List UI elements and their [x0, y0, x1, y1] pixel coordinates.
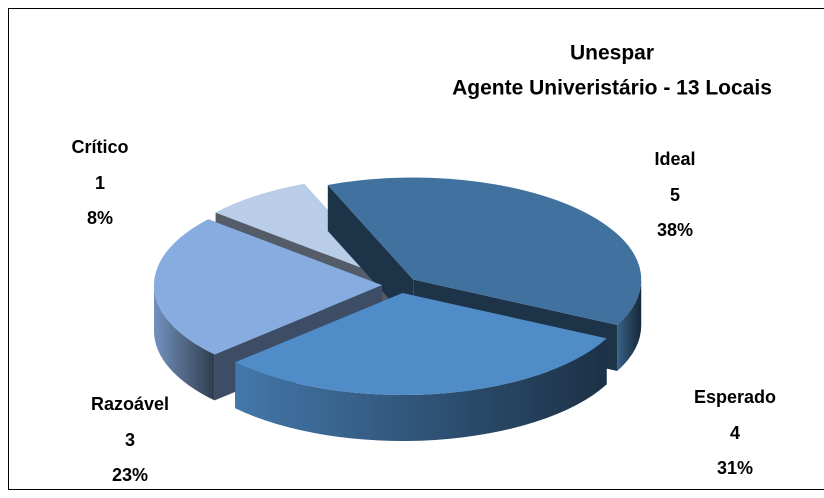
data-label-value: 1 [95, 173, 105, 193]
data-label-name: Crítico [71, 137, 128, 157]
data-label-percent: 38% [657, 220, 693, 240]
data-label-value: 5 [670, 185, 680, 205]
slice-top [327, 177, 642, 325]
slice-top [154, 219, 383, 355]
slice-side [327, 184, 414, 326]
data-label-percent: 23% [112, 465, 148, 485]
data-label-value: 3 [125, 430, 135, 450]
data-label-percent: 31% [717, 458, 753, 478]
data-label-name: Esperado [694, 387, 776, 407]
slice-wall [235, 338, 607, 441]
data-label-percent: 8% [87, 208, 113, 228]
data-label-name: Ideal [654, 149, 695, 169]
data-label-name: Razoável [91, 394, 169, 414]
slice-wall [617, 279, 642, 371]
slice-wall [154, 285, 215, 401]
data-label-value: 4 [730, 423, 740, 443]
slice-top [235, 292, 607, 395]
slice [235, 292, 607, 441]
slice-top [215, 183, 390, 279]
chart-title: Unespar [570, 42, 654, 65]
chart-subtitle: Agente Univeristário - 13 Locais [452, 77, 772, 100]
